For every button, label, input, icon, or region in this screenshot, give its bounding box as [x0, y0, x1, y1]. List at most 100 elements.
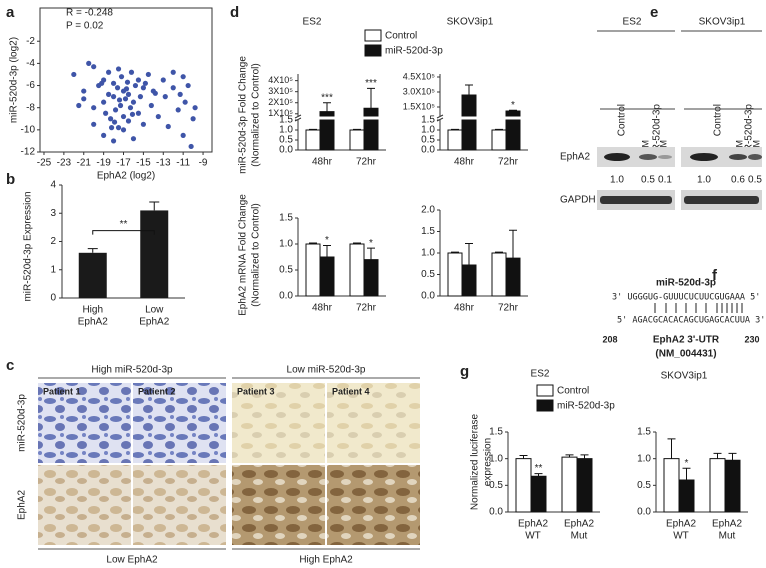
scatter-point	[110, 138, 117, 144]
y-tick-label: 0.0	[279, 145, 293, 156]
error-bar	[323, 245, 331, 257]
target-name: EphA2 3'-UTR	[653, 335, 720, 346]
scatter-point	[115, 66, 122, 72]
bar	[349, 243, 365, 297]
scatter-point	[160, 77, 166, 83]
position: 230	[744, 334, 759, 344]
y-tick-label: 2.0	[421, 205, 435, 216]
blot	[597, 147, 675, 167]
x-tick-label: 72hr	[356, 303, 377, 314]
ratio: 0.5	[748, 175, 762, 186]
scatter-point	[127, 105, 134, 111]
scatter-point	[91, 105, 97, 111]
row-label: EphA2	[17, 490, 28, 520]
x-tick-label: EphA2	[666, 519, 696, 530]
scatter-point	[111, 119, 118, 125]
legend-swatch	[536, 384, 554, 397]
group-footer: High EphA2	[299, 555, 353, 566]
scatter-point	[140, 85, 146, 91]
error-bar	[534, 473, 543, 477]
error-bar	[465, 243, 473, 266]
error-bar	[580, 454, 589, 459]
y-tick-label: 0.5	[489, 480, 503, 491]
scatter-point	[162, 94, 168, 100]
scatter-point	[120, 113, 127, 120]
scatter-point	[107, 116, 114, 122]
scatter-point	[91, 121, 97, 127]
y-axis-label: EphA2 mRNA Fold Change	[238, 194, 249, 316]
legend-swatch	[364, 29, 382, 42]
ihc-image	[133, 465, 226, 545]
x-axis-label: EphA2 (log2)	[97, 171, 155, 182]
scatter-point	[117, 102, 124, 109]
x-tick-label: EphA2	[78, 317, 108, 328]
x-tick-label: WT	[673, 531, 689, 542]
y-tick-label: 1.5	[279, 115, 293, 126]
patient-label: Patient 2	[138, 386, 176, 396]
target-sequence: 5' AGACGCACACAGCUGAGCACUUA 3'	[617, 316, 765, 326]
x-tick-label: Low	[145, 305, 164, 316]
panel-label: b	[6, 171, 15, 188]
error-bar	[309, 242, 317, 244]
scatter-point	[125, 118, 132, 124]
y-tick-label: 2X10⁵	[268, 97, 293, 107]
x-tick-label: EphA2	[518, 519, 548, 530]
scatter-point	[177, 91, 183, 97]
scatter-point	[120, 127, 127, 133]
error-bar	[367, 87, 375, 109]
scatter-point	[155, 113, 161, 120]
error-bar	[309, 128, 317, 130]
ihc-image	[38, 383, 131, 463]
x-tick-label: EphA2	[139, 317, 169, 328]
y-axis-label: miR-520d-3p (log2)	[9, 37, 20, 123]
bar	[363, 107, 379, 151]
lane-label: miR-520d-3p	[744, 104, 755, 162]
y-tick-label: 3X10⁵	[268, 86, 293, 96]
bar	[319, 256, 335, 297]
scatter-point	[125, 91, 132, 97]
scatter-point	[99, 80, 105, 86]
scatter-point	[135, 110, 142, 116]
y-axis-label: Normalized luciferase	[470, 413, 481, 510]
error-bar	[353, 128, 361, 130]
scatter-point	[182, 99, 188, 105]
y-tick-label: 0.0	[421, 291, 435, 302]
band	[658, 155, 672, 159]
y-tick-label: 1.0	[637, 453, 651, 464]
bar	[491, 252, 507, 297]
scatter-point	[76, 102, 82, 109]
panel-label: f	[712, 267, 718, 284]
bar	[530, 475, 547, 513]
x-tick-label: 48hr	[454, 303, 475, 314]
y-tick-label: 3.0X10⁵	[403, 86, 436, 96]
ihc-image	[327, 383, 420, 463]
mirna-name: miR-520d-3p	[656, 278, 716, 289]
scatter-point	[110, 80, 117, 86]
scatter-point	[129, 111, 136, 117]
y-tick-label: 0.5	[421, 135, 435, 146]
y-tick-label: 1.0	[279, 239, 293, 250]
y-tick-label: 1	[50, 264, 56, 275]
band	[600, 196, 672, 204]
panel-label: c	[6, 357, 14, 374]
legend-label: miR-520d-3p	[557, 401, 615, 412]
column-title: SKOV3ip1	[661, 371, 708, 382]
accession: (NM_004431)	[655, 349, 716, 360]
x-tick-label: 72hr	[356, 157, 377, 168]
error-bar	[667, 438, 676, 459]
plot-frame	[39, 7, 213, 153]
scatter-point	[152, 90, 158, 96]
bar	[140, 210, 169, 298]
bar	[505, 257, 521, 297]
y-tick-label: 2	[50, 236, 56, 247]
significance: *	[369, 238, 373, 249]
y-tick-label: 1.5X10⁵	[403, 101, 436, 111]
legend-label: miR-520d-3p	[385, 46, 443, 57]
error-bar	[367, 247, 375, 260]
y-tick-label: 4.5X10⁵	[403, 71, 436, 81]
protein-label: GAPDH	[560, 195, 596, 206]
y-tick-label: 0.5	[279, 265, 293, 276]
band	[639, 154, 657, 160]
x-tick-label: -25	[37, 158, 52, 169]
scatter-point	[123, 86, 130, 92]
